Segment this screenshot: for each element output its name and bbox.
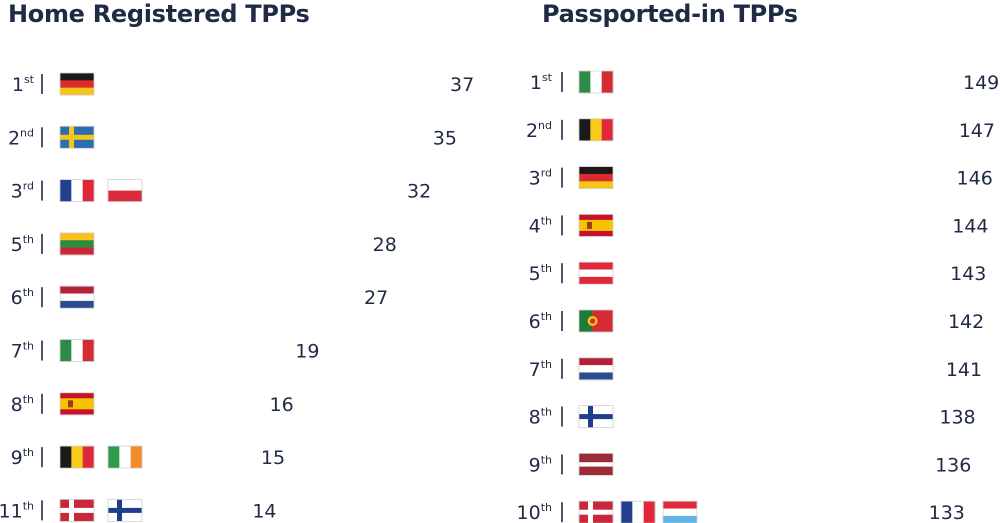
belgium-flag-icon (578, 118, 614, 142)
home-registered-title: Home Registered TPPs (8, 0, 310, 28)
netherlands-flag-icon (578, 357, 614, 381)
portugal-flag-icon (578, 309, 614, 333)
value-label: 136 (935, 454, 971, 476)
rank-label: 9th (529, 453, 552, 476)
rank-label: 2nd (526, 119, 552, 142)
rank-label: 11th (0, 499, 34, 522)
latvia-flag-icon (578, 452, 614, 476)
rank-label: 6th (529, 310, 552, 333)
value-label: 143 (950, 263, 986, 285)
denmark-flag-icon (578, 500, 614, 523)
rank-label: 5th (529, 262, 552, 285)
passported-in-title: Passported-in TPPs (542, 0, 798, 28)
rank-label: 1st (12, 73, 35, 96)
rank-row: 7th 141 (529, 358, 982, 381)
lithuania-flag-icon (59, 232, 95, 256)
rank-row: 1st 37 (12, 73, 474, 96)
rank-label: 5th (11, 233, 34, 256)
rank-label: 8th (11, 393, 34, 416)
value-label: 16 (270, 394, 294, 416)
rank-row: 9th 136 (529, 453, 972, 476)
rank-row: 3rd 146 (529, 167, 993, 190)
rank-row: 8th 16 (11, 393, 294, 416)
value-label: 146 (957, 168, 993, 190)
luxembourg-flag-icon (662, 500, 698, 523)
value-label: 138 (939, 407, 975, 429)
value-label: 133 (929, 502, 965, 523)
value-label: 32 (407, 181, 431, 203)
value-label: 141 (946, 359, 982, 381)
value-label: 27 (364, 287, 388, 309)
rank-label: 8th (529, 406, 552, 429)
ireland-flag-icon (107, 445, 143, 469)
rank-label: 1st (530, 71, 553, 94)
rank-row: 2nd 147 (526, 119, 995, 142)
value-label: 19 (295, 341, 319, 363)
rank-label: 7th (11, 340, 34, 363)
value-label: 149 (963, 72, 999, 94)
france-flag-icon (620, 500, 656, 523)
belgium-flag-icon (59, 445, 95, 469)
rank-label: 7th (529, 358, 552, 381)
rank-row: 1st 149 (530, 71, 999, 94)
finland-flag-icon (578, 405, 614, 429)
rank-row: 8th 138 (529, 406, 976, 429)
value-label: 147 (959, 120, 995, 142)
value-label: 142 (948, 311, 984, 333)
rank-row: 5th 28 (11, 233, 397, 256)
france-flag-icon (59, 179, 95, 203)
rank-label: 3rd (529, 167, 552, 190)
spain-flag-icon (59, 392, 95, 416)
denmark-flag-icon (59, 498, 95, 522)
rank-label: 4th (529, 214, 552, 237)
netherlands-flag-icon (59, 285, 95, 309)
rank-row: 11th 14 (0, 499, 277, 522)
spain-flag-icon (578, 213, 614, 237)
value-label: 28 (373, 234, 397, 256)
finland-flag-icon (107, 498, 143, 522)
rank-label: 2nd (8, 126, 34, 149)
value-label: 144 (952, 215, 988, 237)
rank-row: 3rd 32 (11, 180, 432, 203)
rank-label: 10th (517, 501, 553, 523)
rank-row: 6th 142 (529, 310, 985, 333)
italy-flag-icon (59, 339, 95, 362)
rank-label: 9th (11, 446, 34, 469)
poland-flag-icon (107, 179, 143, 203)
italy-flag-icon (578, 70, 614, 94)
austria-flag-icon (578, 261, 614, 285)
germany-flag-icon (59, 72, 95, 96)
rank-row: 7th 19 (11, 340, 320, 363)
germany-flag-icon (578, 166, 614, 190)
rank-row: 2nd 35 (8, 126, 457, 149)
rank-label: 6th (11, 286, 34, 309)
sweden-flag-icon (59, 125, 95, 149)
rank-row: 9th 15 (11, 446, 285, 469)
value-label: 37 (450, 74, 474, 96)
rank-row: 4th 144 (529, 214, 989, 237)
rank-row: 5th 143 (529, 262, 987, 285)
rank-row: 10th 133 (517, 501, 965, 523)
value-label: 35 (433, 127, 457, 149)
rank-label: 3rd (11, 180, 34, 203)
rank-row: 6th 27 (11, 286, 389, 309)
value-label: 15 (261, 447, 285, 469)
value-label: 14 (252, 500, 276, 522)
